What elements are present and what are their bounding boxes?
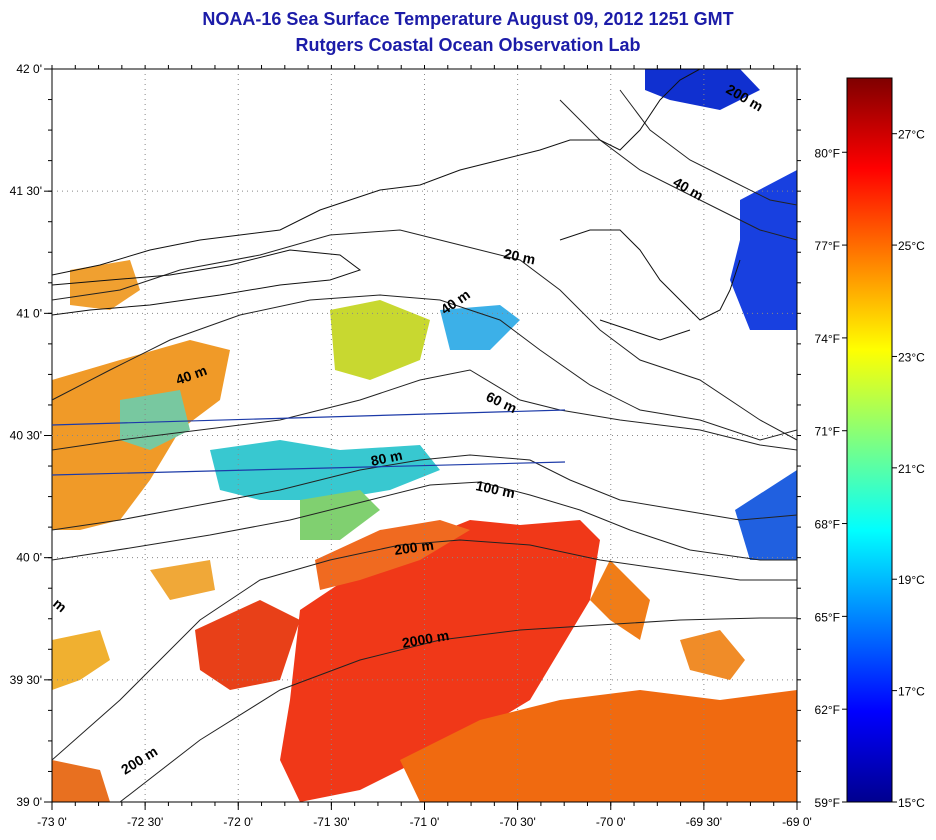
celsius-label: 23°C	[898, 350, 925, 364]
celsius-label: 15°C	[898, 796, 925, 810]
sst-patch-south-orange	[400, 690, 797, 802]
lon-tick-label: -70 0'	[596, 815, 626, 829]
celsius-label: 27°C	[898, 128, 925, 142]
contour-100m	[52, 481, 797, 561]
fahrenheit-label: 80°F	[815, 146, 840, 160]
fahrenheit-label: 71°F	[815, 425, 840, 439]
track-line-2	[51, 461, 566, 476]
fahrenheit-label: 65°F	[815, 610, 840, 624]
track-lines	[51, 409, 566, 476]
sst-patch-cold-southeast	[735, 470, 797, 560]
celsius-label: 21°C	[898, 462, 925, 476]
sst-patch-orange-east	[680, 630, 745, 680]
lon-tick-label: -72 0'	[223, 815, 253, 829]
lon-tick-label: -69 0'	[782, 815, 812, 829]
sst-patch-warm-core	[280, 520, 600, 802]
contour-label: m	[50, 595, 70, 615]
lon-tick-label: -73 0'	[37, 815, 67, 829]
coastline-islands	[599, 319, 691, 341]
map-axes: -73 0' -72 30' -72 0' -71 30' -71 0' -70 30' -…	[10, 62, 812, 829]
celsius-label: 25°C	[898, 239, 925, 253]
lon-tick-label: -72 30'	[127, 815, 163, 829]
contour-label: 40 m	[671, 174, 707, 204]
contour-label: 200 m	[393, 537, 435, 558]
lon-tick-label: -71 0'	[410, 815, 440, 829]
lon-tick-label: -70 30'	[499, 815, 535, 829]
fahrenheit-label: 68°F	[815, 518, 840, 532]
contour-2000m	[119, 617, 797, 802]
lat-tick-label: 41 0'	[16, 306, 42, 320]
sst-patch-cold-north	[645, 69, 760, 110]
fahrenheit-label: 59°F	[815, 796, 840, 810]
colorbar-gradient	[846, 77, 893, 803]
sst-patch-northwest	[70, 260, 140, 310]
sst-patch-front-mid	[210, 440, 440, 500]
coastline	[52, 69, 741, 341]
contour-label: 200 m	[118, 743, 160, 778]
sst-patch-shelf-orange	[315, 520, 470, 590]
sst-patch-front-north	[330, 300, 430, 380]
grid-lines	[52, 69, 797, 802]
bathymetry-contours	[52, 89, 797, 802]
sst-patch-mid-orange	[150, 560, 215, 600]
contour-200m	[52, 539, 797, 761]
coastline-cape-cod	[559, 229, 741, 321]
lat-tick-label: 39 30'	[10, 673, 42, 687]
sst-patch-cold-east	[730, 170, 797, 330]
title-block: NOAA-16 Sea Surface Temperature August 0…	[0, 6, 936, 58]
lon-tick-label: -71 30'	[313, 815, 349, 829]
lat-tick-label: 42 0'	[16, 62, 42, 76]
contour-label: 80 m	[369, 447, 404, 469]
sst-patch-southwest-corner	[52, 760, 110, 802]
map-title: NOAA-16 Sea Surface Temperature August 0…	[202, 9, 734, 29]
fahrenheit-label: 77°F	[815, 239, 840, 253]
coastline-mainland	[52, 69, 701, 276]
sst-patch-front-east	[120, 390, 190, 450]
celsius-label: 19°C	[898, 573, 925, 587]
map-subtitle: Rutgers Coastal Ocean Observation Lab	[295, 35, 641, 55]
contour-label: 20 m	[502, 245, 537, 267]
coastline-long-island	[52, 249, 362, 316]
lat-tick-label: 39 0'	[16, 795, 42, 809]
sst-patch-front-blue	[440, 305, 520, 350]
lat-tick-label: 40 0'	[16, 551, 42, 565]
fahrenheit-label: 62°F	[815, 703, 840, 717]
sst-patch-orange-offshore	[590, 560, 650, 640]
lat-tick-label: 41 30'	[10, 184, 42, 198]
sst-patch-red-sw	[195, 600, 300, 690]
lat-tick-label: 40 30'	[10, 429, 42, 443]
sst-raster	[52, 69, 797, 802]
contour-40m	[52, 294, 797, 441]
colorbar-ticks: 27°C 25°C 23°C 21°C 19°C 17°C 15°C 80°F 77°F 74°F…	[815, 128, 926, 810]
track-line-1	[51, 409, 566, 426]
contour-60m	[52, 369, 797, 451]
lon-tick-label: -69 30'	[686, 815, 722, 829]
contour-80m	[52, 454, 797, 531]
fahrenheit-label: 74°F	[815, 332, 840, 346]
celsius-label: 17°C	[898, 685, 925, 699]
sst-patch-southwest-warm	[52, 630, 110, 690]
contour-20m	[52, 229, 797, 441]
contour-label: 100 m	[474, 477, 516, 501]
